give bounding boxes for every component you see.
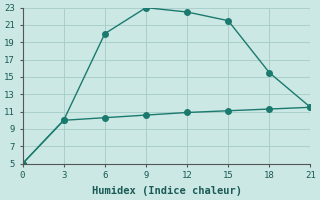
X-axis label: Humidex (Indice chaleur): Humidex (Indice chaleur) xyxy=(92,186,242,196)
